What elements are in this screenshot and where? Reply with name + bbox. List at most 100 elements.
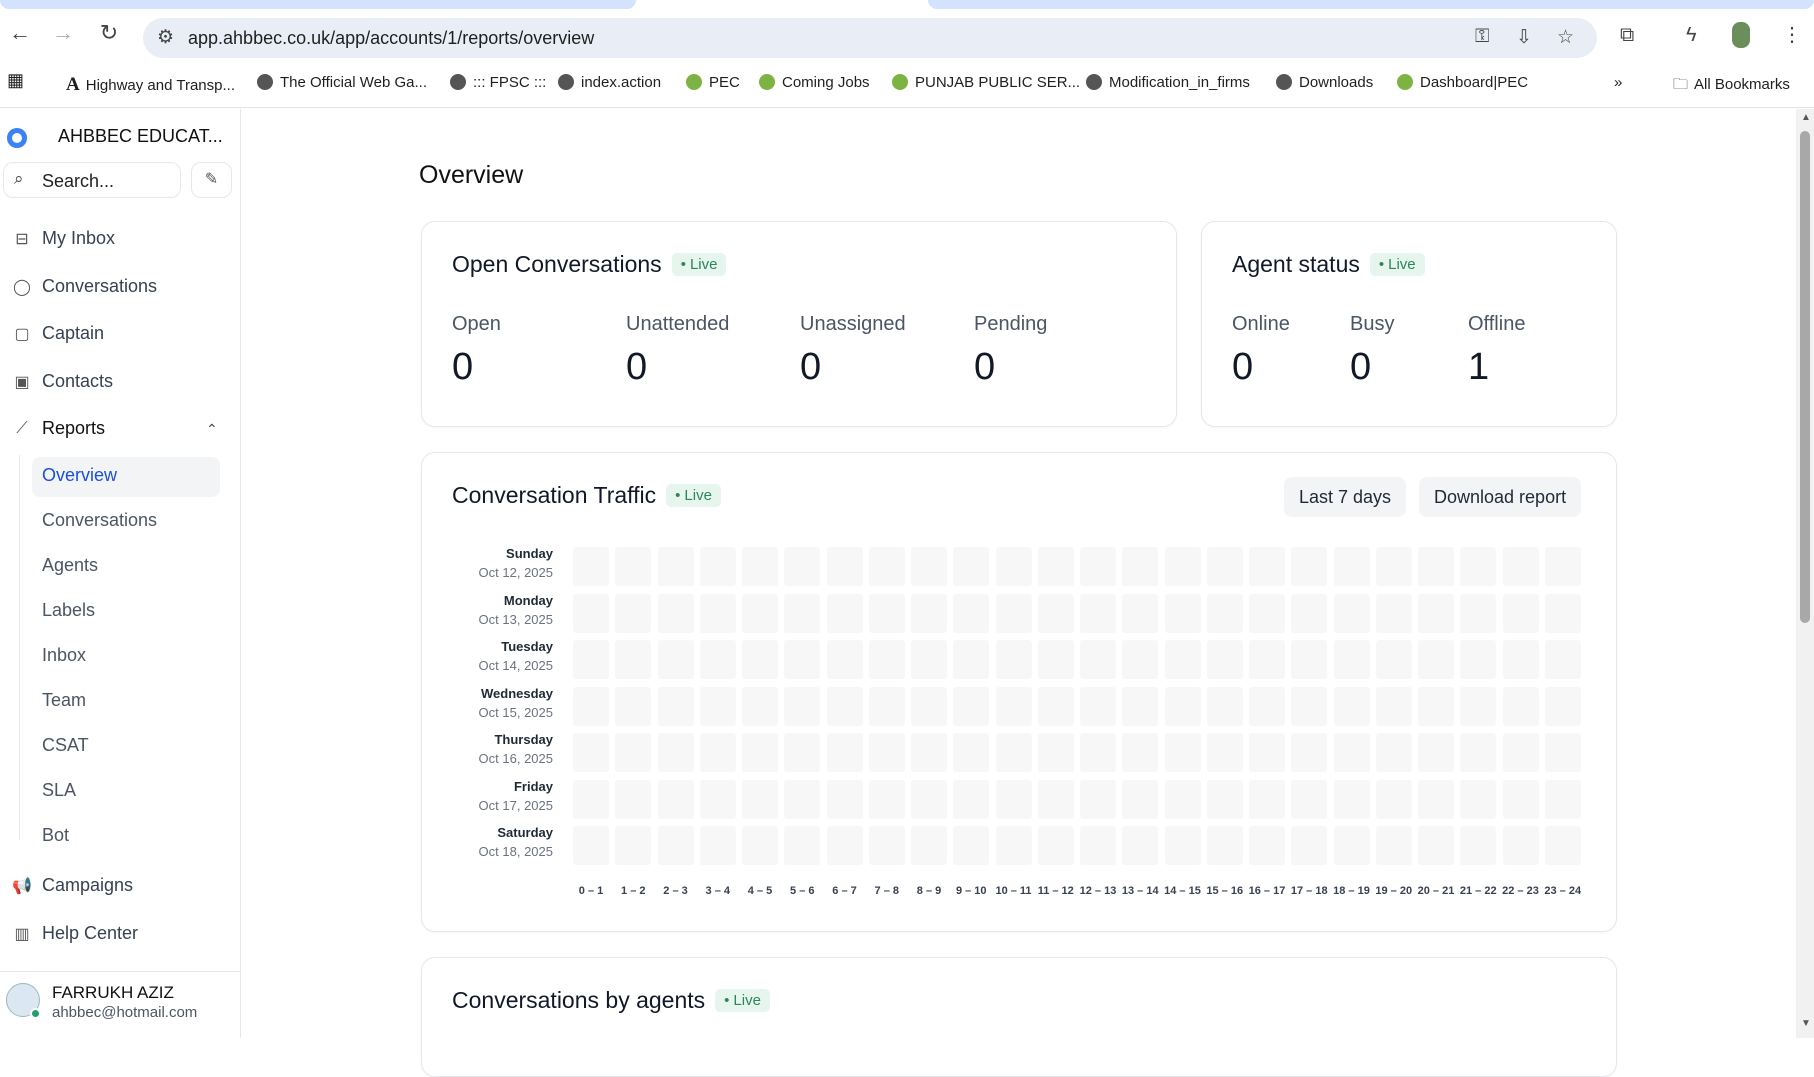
heatmap-cell[interactable]	[1122, 593, 1159, 633]
heatmap-cell[interactable]	[868, 733, 905, 772]
heatmap-cell[interactable]	[1164, 640, 1201, 679]
heatmap-cell[interactable]	[657, 733, 694, 772]
heatmap-cell[interactable]	[615, 779, 652, 819]
heatmap-cell[interactable]	[1037, 547, 1074, 586]
heatmap-cell[interactable]	[1375, 733, 1412, 772]
heatmap-cell[interactable]	[699, 686, 736, 726]
sidebar-item-campaigns[interactable]: 📢 Campaigns	[12, 875, 133, 896]
heatmap-cell[interactable]	[1418, 640, 1454, 679]
reload-icon[interactable]: ↻	[99, 20, 119, 45]
heatmap-cell[interactable]	[1375, 547, 1412, 586]
heatmap-cell[interactable]	[784, 826, 821, 865]
heatmap-cell[interactable]	[784, 547, 821, 586]
heatmap-cell[interactable]	[1460, 686, 1497, 726]
heatmap-cell[interactable]	[1122, 547, 1159, 586]
heatmap-cell[interactable]	[1418, 686, 1454, 726]
bookmark[interactable]: Modification_in_firms	[1086, 74, 1250, 91]
star-icon[interactable]: ☆	[1557, 27, 1575, 48]
heatmap-cell[interactable]	[1206, 593, 1243, 633]
heatmap-cell[interactable]	[868, 686, 905, 726]
heatmap-cell[interactable]	[1080, 733, 1116, 772]
heatmap-cell[interactable]	[911, 733, 947, 772]
tab[interactable]	[928, 0, 1814, 9]
key-icon[interactable]: ⚿	[1475, 26, 1490, 47]
heatmap-cell[interactable]	[615, 547, 652, 586]
heatmap-cell[interactable]	[1249, 547, 1285, 586]
heatmap-cell[interactable]	[995, 593, 1032, 633]
heatmap-cell[interactable]	[868, 593, 905, 633]
heatmap-cell[interactable]	[1164, 593, 1201, 633]
bookmark[interactable]: The Official Web Ga...	[257, 74, 427, 91]
sidebar-item-my-inbox[interactable]: ⊟ My Inbox	[12, 228, 115, 249]
sidebar-subitem-conversations[interactable]: Conversations	[42, 510, 158, 530]
heatmap-cell[interactable]	[911, 640, 947, 679]
chevron-up-icon[interactable]: ⌃	[206, 421, 218, 437]
heatmap-cell[interactable]	[1249, 826, 1285, 865]
heatmap-cell[interactable]	[1460, 593, 1497, 633]
heatmap-cell[interactable]	[911, 593, 947, 633]
heatmap-cell[interactable]	[657, 547, 694, 586]
heatmap-cell[interactable]	[784, 640, 821, 679]
heatmap-cell[interactable]	[995, 733, 1032, 772]
heatmap-cell[interactable]	[1460, 640, 1497, 679]
heatmap-cell[interactable]	[1122, 686, 1159, 726]
heatmap-cell[interactable]	[1333, 686, 1370, 726]
heatmap-cell[interactable]	[1333, 640, 1370, 679]
heatmap-cell[interactable]	[742, 733, 778, 772]
heatmap-cell[interactable]	[1080, 593, 1116, 633]
heatmap-cell[interactable]	[573, 593, 609, 633]
search-input[interactable]: ⌕ Search...	[3, 162, 181, 198]
heatmap-cell[interactable]	[1544, 733, 1581, 772]
heatmap-cell[interactable]	[1037, 779, 1074, 819]
heatmap-cell[interactable]	[742, 593, 778, 633]
heatmap-cell[interactable]	[1291, 733, 1328, 772]
heatmap-cell[interactable]	[1080, 640, 1116, 679]
site-info-icon[interactable]: ⚙	[157, 27, 175, 48]
heatmap-cell[interactable]	[784, 593, 821, 633]
heatmap-cell[interactable]	[1333, 593, 1370, 633]
heatmap-cell[interactable]	[1460, 547, 1497, 586]
heatmap-cell[interactable]	[699, 547, 736, 586]
heatmap-cell[interactable]	[615, 593, 652, 633]
heatmap-cell[interactable]	[784, 779, 821, 819]
sidebar-subitem-inbox[interactable]: Inbox	[42, 645, 87, 665]
download-report-button[interactable]: Download report	[1419, 477, 1582, 517]
heatmap-cell[interactable]	[1502, 547, 1539, 586]
heatmap-cell[interactable]	[1544, 826, 1581, 865]
tab[interactable]	[0, 0, 636, 9]
heatmap-cell[interactable]	[1164, 686, 1201, 726]
heatmap-cell[interactable]	[1164, 733, 1201, 772]
heatmap-cell[interactable]	[1333, 826, 1370, 865]
heatmap-cell[interactable]	[1122, 733, 1159, 772]
heatmap-cell[interactable]	[953, 640, 990, 679]
sidebar-subitem-sla[interactable]: SLA	[42, 780, 77, 800]
heatmap-cell[interactable]	[1164, 547, 1201, 586]
heatmap-cell[interactable]	[1544, 593, 1581, 633]
heatmap-cell[interactable]	[1502, 733, 1539, 772]
bookmark[interactable]: Downloads	[1276, 74, 1373, 91]
heatmap-cell[interactable]	[1333, 547, 1370, 586]
heatmap-cell[interactable]	[573, 733, 609, 772]
heatmap-cell[interactable]	[573, 826, 609, 865]
scroll-down-icon[interactable]: ▼	[1801, 1018, 1811, 1029]
heatmap-cell[interactable]	[1249, 779, 1285, 819]
compose-button[interactable]: ✎	[191, 162, 232, 198]
heatmap-cell[interactable]	[1122, 640, 1159, 679]
heatmap-cell[interactable]	[1418, 826, 1454, 865]
heatmap-cell[interactable]	[1544, 686, 1581, 726]
heatmap-cell[interactable]	[699, 733, 736, 772]
menu-icon[interactable]: ⋮	[1782, 24, 1802, 46]
heatmap-cell[interactable]	[953, 826, 990, 865]
heatmap-cell[interactable]	[826, 826, 863, 865]
heatmap-cell[interactable]	[826, 733, 863, 772]
scrollbar[interactable]: ▲ ▼	[1796, 109, 1814, 1038]
address-bar[interactable]: ⚙ app.ahbbec.co.uk/app/accounts/1/report…	[143, 18, 1597, 58]
heatmap-cell[interactable]	[1502, 826, 1539, 865]
heatmap-cell[interactable]	[826, 640, 863, 679]
sidebar-item-reports[interactable]: ⟋ Reports	[12, 418, 105, 439]
heatmap-cell[interactable]	[995, 547, 1032, 586]
heatmap-cell[interactable]	[1291, 593, 1328, 633]
heatmap-cell[interactable]	[784, 733, 821, 772]
heatmap-cell[interactable]	[573, 779, 609, 819]
back-icon[interactable]: ←	[9, 20, 31, 45]
